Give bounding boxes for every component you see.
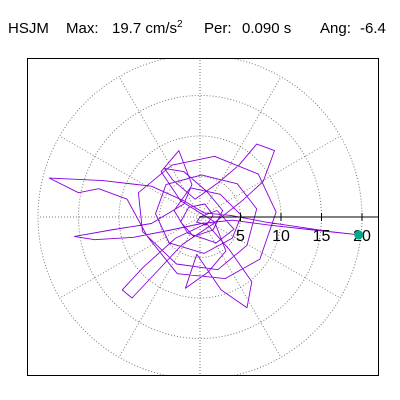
station-label: HSJM [8, 20, 49, 37]
radial-tick-label-15: 15 [313, 228, 331, 245]
period-value: 0.090 s [242, 20, 292, 37]
angle-value: -6.4 [360, 20, 386, 37]
grid-spoke-120 [118, 76, 201, 218]
max-amplitude-marker [354, 230, 364, 240]
grid-spoke-150 [59, 135, 201, 218]
particle-motion-trace [48, 143, 360, 309]
angle-label: Ang: [320, 20, 351, 37]
max-label: Max: [66, 20, 99, 37]
grid-spoke-300 [199, 216, 282, 358]
radial-tick-label-5: 5 [236, 228, 245, 245]
period-label: Per: [204, 20, 232, 37]
max-value: 19.7 cm/s2 [112, 19, 183, 37]
radial-tick-label-10: 10 [272, 228, 290, 245]
plot-header: HSJM Max: 19.7 cm/s2 Per: 0.090 s Ang: -… [8, 14, 396, 42]
grid-spoke-60 [199, 76, 282, 218]
grid-spoke-330 [199, 216, 341, 299]
polar-plot-svg: 5101520 [37, 59, 378, 375]
grid-spoke-210 [59, 216, 201, 299]
max-value-exponent: 2 [177, 19, 183, 30]
grid-spoke-30 [199, 135, 341, 218]
grid-spoke-240 [118, 216, 201, 358]
polar-plot-frame: 5101520 [27, 58, 379, 376]
max-value-text: 19.7 cm/s [112, 20, 178, 37]
